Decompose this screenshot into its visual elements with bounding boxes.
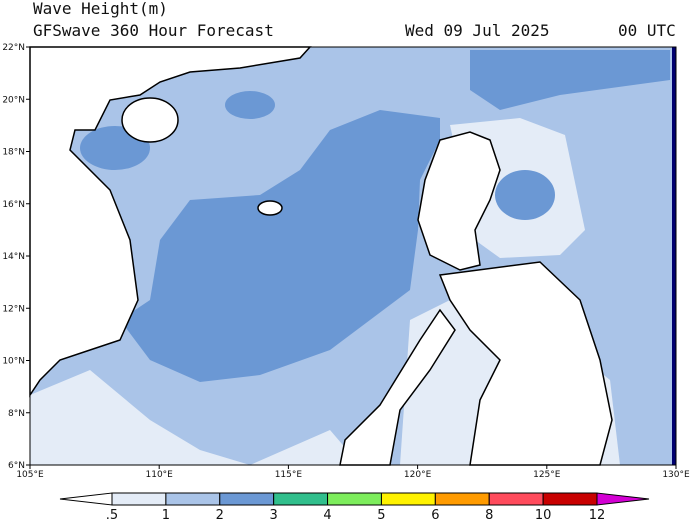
- rough-area: [225, 91, 275, 119]
- colorbar-label: 10: [535, 508, 552, 523]
- lat-label: 18°N: [2, 148, 25, 158]
- map: [29, 46, 677, 466]
- edge: [672, 47, 676, 465]
- lon-label: 105°E: [16, 470, 44, 480]
- lat-label: 20°N: [2, 95, 25, 105]
- lon-label: 125°E: [533, 470, 561, 480]
- colorbar-label: 12: [589, 508, 606, 523]
- island: [257, 200, 283, 216]
- colorbar-segment: [380, 492, 436, 506]
- colorbar-label: 3: [270, 508, 278, 523]
- calm-area: [250, 430, 360, 465]
- rough-area: [495, 170, 555, 220]
- colorbar-segment: [327, 492, 382, 506]
- colorbar-segment: [165, 492, 221, 506]
- lat-label: 12°N: [2, 304, 25, 314]
- colorbar-label: 1: [162, 508, 170, 523]
- palawan-borneo: [339, 308, 456, 466]
- lon-label: 130°E: [662, 470, 690, 480]
- calm-area: [30, 370, 250, 465]
- lat-label: 10°N: [2, 357, 25, 367]
- colorbar-low: [59, 492, 113, 506]
- colorbar-label: .5: [106, 508, 118, 523]
- land: [29, 46, 613, 466]
- time: 00 UTC: [618, 21, 676, 40]
- lat-label: 8°N: [8, 409, 25, 419]
- rough-area: [470, 50, 670, 110]
- lat-label: 22°N: [2, 43, 25, 53]
- colorbar-segment: [488, 492, 544, 506]
- colorbar-label: 8: [485, 508, 493, 523]
- colorbar-label: 6: [431, 508, 439, 523]
- colorbar-high: [596, 492, 650, 506]
- rough-area: [120, 110, 440, 382]
- colorbar-label: 4: [323, 508, 331, 523]
- lat-label: 16°N: [2, 200, 25, 210]
- colorbar-label: 5: [377, 508, 385, 523]
- mainland: [29, 46, 312, 398]
- colorbar: .5 1 2 3 4 5 6 8 10 12: [59, 492, 650, 523]
- colorbar-label: 2: [216, 508, 224, 523]
- colorbar-segment: [219, 492, 275, 506]
- colorbar-segment: [111, 492, 167, 506]
- lon-label: 115°E: [275, 470, 303, 480]
- lat-label: 6°N: [8, 461, 25, 471]
- lon-label: 110°E: [146, 470, 174, 480]
- date: Wed 09 Jul 2025: [405, 21, 550, 40]
- lon-label: 120°E: [404, 470, 432, 480]
- colorbar-segment: [542, 492, 598, 506]
- lat-label: 14°N: [2, 252, 25, 262]
- colorbar-segment: [434, 492, 490, 506]
- subtitle: GFSwave 360 Hour Forecast: [33, 21, 274, 40]
- colorbar-segment: [273, 492, 329, 506]
- luzon: [417, 131, 501, 271]
- title: Wave Height(m): [33, 0, 168, 18]
- hainan: [121, 97, 179, 143]
